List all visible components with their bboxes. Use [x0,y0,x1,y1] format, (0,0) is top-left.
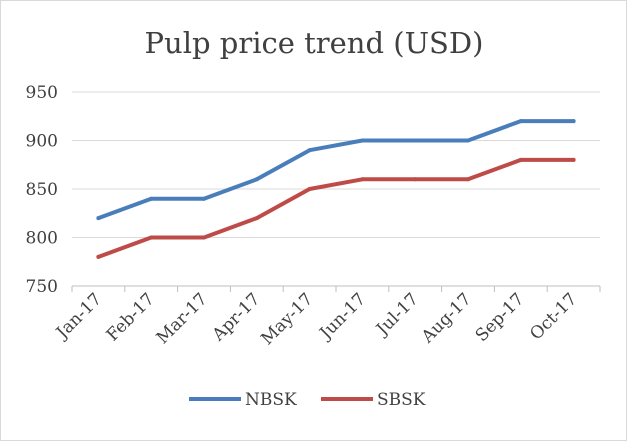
x-tick-label: Aug-17 [417,289,475,347]
y-tick-label: 950 [26,83,58,103]
data-point-sbsk [96,254,101,259]
data-point-nbsk [360,138,365,143]
data-point-sbsk [254,216,259,221]
data-point-sbsk [518,157,523,162]
data-point-nbsk [254,177,259,182]
data-point-nbsk [307,148,312,153]
data-point-sbsk [360,177,365,182]
data-point-nbsk [413,138,418,143]
x-tick-label: Jan-17 [51,289,106,344]
data-point-nbsk [202,196,206,201]
data-point-sbsk [307,187,312,191]
data-point-sbsk [466,177,470,182]
data-point-nbsk [571,119,576,124]
series-line-sbsk [96,157,576,259]
x-tick-label: May-17 [257,289,317,349]
data-point-sbsk [413,177,418,182]
x-tick-label: Oct-17 [526,289,581,344]
data-point-sbsk [149,235,154,240]
data-point-nbsk [518,119,523,124]
data-point-sbsk [571,157,576,162]
x-tick-label: Jun-17 [315,289,370,344]
x-tick-label: Jul-17 [371,289,422,340]
y-tick-label: 750 [26,277,58,297]
x-tick-label: Apr-17 [208,289,264,345]
series-lines [96,119,576,259]
x-tick-label: Sep-17 [472,289,529,346]
y-tick-label: 800 [26,229,58,249]
legend: NBSK SBSK [189,390,426,410]
x-tick-label: Mar-17 [153,289,212,348]
x-tick-label: Feb-17 [103,289,159,345]
legend-label-sbsk: SBSK [377,390,426,410]
data-point-nbsk [466,138,470,143]
y-tick-label: 850 [26,180,58,200]
series-line-nbsk [96,119,576,221]
data-point-nbsk [149,196,154,201]
y-tick-label: 900 [26,132,58,152]
data-point-sbsk [202,235,206,240]
data-point-nbsk [96,216,101,221]
legend-label-nbsk: NBSK [245,390,297,410]
chart-title: Pulp price trend (USD) [145,26,484,60]
y-axis-ticks: 750 800 850 900 950 [26,83,58,297]
